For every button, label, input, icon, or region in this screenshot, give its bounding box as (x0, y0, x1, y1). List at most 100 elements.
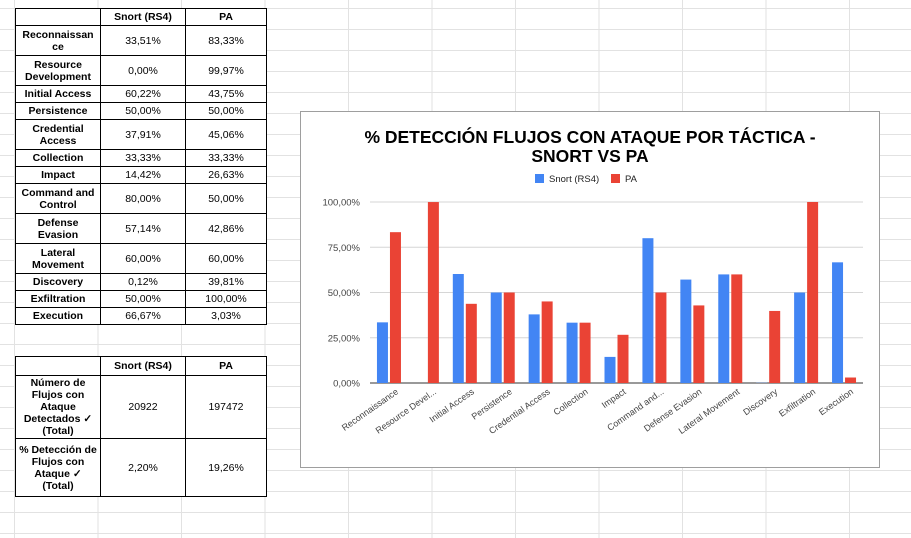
x-category-label: Exfiltration (777, 386, 817, 418)
table-row: Persistence 50,00% 50,00% (15, 102, 267, 120)
header-pa: PA (185, 8, 267, 26)
row-label: Resource Development (15, 55, 101, 86)
header-snort: Snort (RS4) (100, 8, 186, 26)
pa-value: 39,81% (185, 273, 267, 291)
chart-gridlines: 0,00% 25,00% 50,00% 75,00% 100,00% (322, 198, 863, 390)
bar (693, 305, 705, 383)
pa-value: 33,33% (185, 149, 267, 167)
bar (832, 262, 844, 383)
bar (604, 356, 616, 383)
bar (617, 334, 629, 383)
pa-value: 50,00% (185, 102, 267, 120)
bar (490, 292, 502, 383)
table-row: Execution 66,67% 3,03% (15, 307, 267, 325)
snort-value: 50,00% (100, 290, 186, 308)
row-label: Command and Control (15, 183, 101, 214)
chart-title-line1: % DETECCIÓN FLUJOS CON ATAQUE POR TÁCTIC… (364, 126, 815, 147)
table-body: Reconnaissan ce 33,51% 83,33% Resource Deve… (15, 25, 267, 325)
row-label: Impact (15, 166, 101, 184)
table-row: Resource Development 0,00% 99,97% (15, 55, 267, 86)
table-row: Credential Access 37,91% 45,06% (15, 119, 267, 150)
bar (579, 322, 591, 383)
bar (769, 310, 781, 383)
table-header-row: Snort (RS4) PA (15, 8, 267, 26)
snort-value: 0,00% (100, 55, 186, 86)
table-row: Initial Access 60,22% 43,75% (15, 85, 267, 103)
legend-label: PA (625, 174, 638, 185)
y-tick-label: 25,00% (328, 333, 361, 344)
y-tick-label: 50,00% (328, 288, 361, 299)
row-label: Persistence (15, 102, 101, 120)
tactic-detection-table: Snort (RS4) PA Reconnaissan ce 33,51% 83,3… (15, 8, 267, 325)
bar (465, 303, 477, 383)
table-row: % Detección de Flujos con Ataque ✓ (Tota… (15, 438, 267, 497)
pa-value: 3,03% (185, 307, 267, 325)
y-tick-label: 75,00% (328, 243, 361, 254)
pa-value: 42,86% (185, 213, 267, 244)
snort-value: 14,42% (100, 166, 186, 184)
bar (541, 301, 553, 383)
table-row: Command and Control 80,00% 50,00% (15, 183, 267, 214)
y-tick-label: 100,00% (322, 198, 360, 209)
bar (427, 202, 439, 383)
table-row: Lateral Movement 60,00% 60,00% (15, 243, 267, 274)
bar-chart: % DETECCIÓN FLUJOS CON ATAQUE POR TÁCTIC… (322, 126, 863, 436)
table-row: Impact 14,42% 26,63% (15, 166, 267, 184)
row-label: Collection (15, 149, 101, 167)
x-category-label: Impact (600, 386, 628, 410)
snort-value: 20922 (100, 375, 186, 439)
snort-value: 0,12% (100, 273, 186, 291)
legend-swatch (611, 174, 620, 183)
pa-value: 50,00% (185, 183, 267, 214)
row-label: Reconnaissan ce (15, 25, 101, 56)
bar (718, 274, 730, 383)
y-tick-label: 0,00% (333, 379, 360, 390)
table-body: Número de Flujos con Ataque Detectados ✓… (15, 375, 267, 497)
pa-value: 99,97% (185, 55, 267, 86)
table-row: Reconnaissan ce 33,51% 83,33% (15, 25, 267, 56)
bar (680, 279, 692, 383)
snort-value: 60,22% (100, 85, 186, 103)
row-label: Initial Access (15, 85, 101, 103)
pa-value: 83,33% (185, 25, 267, 56)
row-label: Defense Evasion (15, 213, 101, 244)
row-label: Lateral Movement (15, 243, 101, 274)
snort-value: 37,91% (100, 119, 186, 150)
snort-value: 33,51% (100, 25, 186, 56)
chart-container[interactable]: % DETECCIÓN FLUJOS CON ATAQUE POR TÁCTIC… (300, 111, 880, 468)
snort-value: 2,20% (100, 438, 186, 497)
snort-value: 50,00% (100, 102, 186, 120)
pa-value: 45,06% (185, 119, 267, 150)
bar (655, 292, 667, 383)
bar (452, 274, 464, 383)
bar (845, 377, 857, 383)
total-detection-table: Snort (RS4) PA Número de Flujos con Ataq… (15, 356, 267, 497)
header-empty (15, 8, 101, 26)
bar (376, 322, 388, 383)
row-label: % Detección de Flujos con Ataque ✓ (Tota… (15, 438, 101, 497)
pa-value: 26,63% (185, 166, 267, 184)
table-row: Defense Evasion 57,14% 42,86% (15, 213, 267, 244)
bar (566, 322, 578, 383)
pa-value: 43,75% (185, 85, 267, 103)
chart-title-line2: SNORT VS PA (531, 146, 649, 166)
legend-label: Snort (RS4) (549, 174, 599, 185)
pa-value: 100,00% (185, 290, 267, 308)
bar (642, 238, 654, 383)
row-label: Número de Flujos con Ataque Detectados ✓… (15, 375, 101, 439)
chart-bars (376, 202, 857, 383)
bar (731, 274, 743, 383)
bar (528, 314, 540, 383)
row-label: Execution (15, 307, 101, 325)
x-category-label: Execution (817, 386, 855, 417)
legend-swatch (535, 174, 544, 183)
snort-value: 33,33% (100, 149, 186, 167)
snort-value: 80,00% (100, 183, 186, 214)
snort-value: 66,67% (100, 307, 186, 325)
pa-value: 60,00% (185, 243, 267, 274)
pa-value: 19,26% (185, 438, 267, 497)
row-label: Discovery (15, 273, 101, 291)
bar (807, 202, 819, 383)
row-label: Credential Access (15, 119, 101, 150)
snort-value: 57,14% (100, 213, 186, 244)
